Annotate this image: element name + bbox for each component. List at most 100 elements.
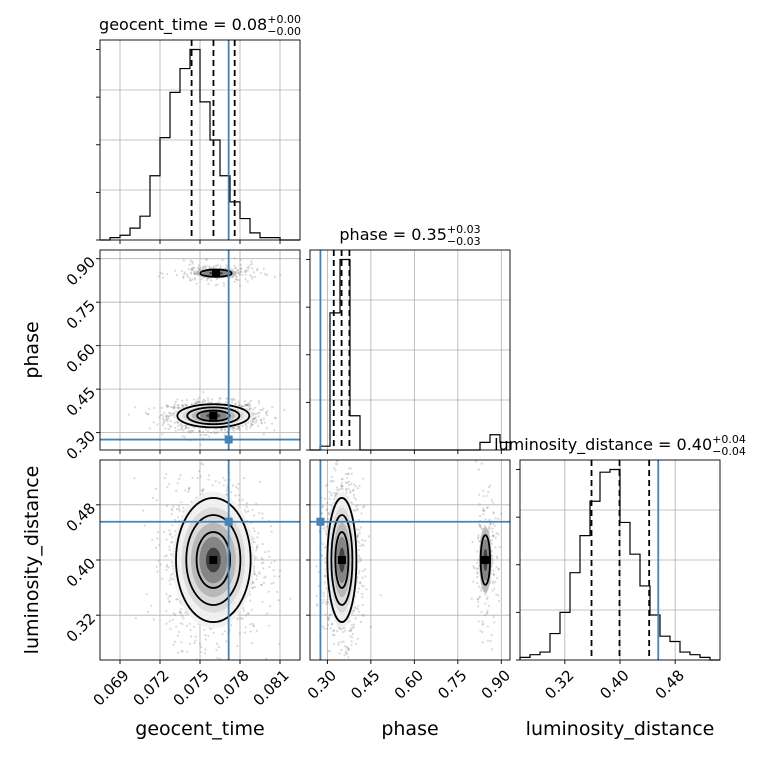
sample-point: [244, 614, 247, 617]
sample-point: [174, 518, 177, 522]
sample-point: [347, 656, 350, 659]
sample-point: [480, 589, 483, 592]
sample-point: [325, 508, 328, 512]
sample-point: [159, 271, 162, 275]
x-tick-label: 0.075: [170, 666, 213, 709]
sample-point: [252, 538, 255, 541]
sample-point: [154, 546, 158, 549]
sample-point: [351, 632, 354, 636]
sample-point: [352, 489, 355, 492]
sample-point: [245, 502, 249, 505]
sample-point: [187, 488, 191, 491]
sample-point: [477, 567, 480, 570]
sample-point: [321, 506, 324, 509]
sample-point: [347, 647, 350, 651]
sample-point: [248, 403, 251, 406]
grid-layer: [100, 40, 720, 660]
density-phase-luminosity_distance: [315, 460, 503, 659]
sample-point: [268, 605, 272, 608]
y-tick-label: 0.45: [63, 383, 99, 419]
sample-point: [238, 427, 241, 430]
sample-point: [169, 420, 172, 423]
sample-point: [476, 582, 479, 585]
sample-point: [214, 480, 217, 483]
sample-point: [324, 600, 328, 603]
sample-point: [332, 629, 335, 633]
sample-point: [350, 623, 354, 627]
sample-point: [237, 483, 240, 486]
sample-point: [491, 530, 494, 533]
sample-point: [201, 488, 204, 491]
sample-point: [171, 536, 174, 539]
sample-point: [253, 541, 256, 544]
sample-point: [207, 399, 210, 402]
sample-point: [495, 593, 498, 596]
sample-point: [232, 426, 235, 429]
sample-point: [484, 602, 487, 605]
sample-point: [179, 474, 182, 477]
sample-point: [188, 263, 191, 266]
sample-point: [336, 486, 339, 489]
sample-point: [187, 430, 190, 433]
sample-point: [483, 509, 486, 512]
sample-point: [164, 427, 167, 430]
sample-point: [315, 565, 318, 568]
sample-point: [166, 563, 169, 567]
sample-point: [249, 422, 252, 425]
sample-point: [199, 642, 202, 646]
sample-point: [250, 262, 253, 266]
sample-point: [225, 640, 228, 643]
sample-point: [247, 510, 250, 513]
sample-point: [489, 484, 492, 487]
data-layer: [100, 40, 720, 666]
sample-point: [356, 637, 359, 640]
sample-point: [243, 400, 246, 403]
title-sup: +0.04: [712, 433, 746, 446]
sample-point: [167, 566, 170, 569]
sample-point: [197, 400, 200, 403]
sample-point: [253, 573, 256, 576]
sample-point: [237, 271, 240, 274]
sample-point: [486, 596, 489, 599]
sample-point: [165, 568, 168, 571]
sample-point: [477, 468, 480, 471]
sample-point: [341, 488, 344, 491]
sample-point: [206, 277, 209, 280]
sample-point: [220, 664, 222, 666]
sample-point: [180, 501, 183, 504]
sample-point: [158, 416, 161, 419]
sample-point: [493, 621, 496, 624]
truth-marker: [224, 435, 233, 444]
sample-point: [210, 401, 213, 404]
sample-point: [189, 629, 192, 632]
contour-line: [195, 531, 232, 589]
sample-point: [218, 397, 221, 400]
sample-point: [165, 405, 168, 408]
sample-point: [475, 571, 479, 574]
sample-point: [494, 536, 497, 539]
sample-point: [237, 269, 240, 272]
sample-point: [168, 415, 171, 418]
sample-point: [174, 613, 177, 617]
sample-point: [198, 430, 201, 433]
sample-point: [330, 492, 333, 495]
sample-point: [340, 484, 343, 487]
sample-point: [356, 507, 359, 510]
sample-point: [477, 536, 480, 539]
sample-point: [332, 479, 335, 483]
sample-point: [242, 405, 245, 408]
sample-point: [225, 401, 228, 404]
sample-point: [181, 623, 184, 626]
sample-point: [177, 424, 180, 427]
sample-point: [477, 598, 480, 601]
sample-point: [222, 484, 225, 487]
sample-point: [162, 276, 165, 279]
sample-point: [193, 267, 196, 270]
sample-point: [481, 630, 484, 634]
sample-point: [332, 633, 335, 637]
sample-point: [270, 530, 273, 533]
sample-point: [194, 278, 197, 281]
sample-point: [207, 634, 210, 637]
sample-point: [169, 576, 172, 579]
sample-point: [251, 508, 254, 511]
